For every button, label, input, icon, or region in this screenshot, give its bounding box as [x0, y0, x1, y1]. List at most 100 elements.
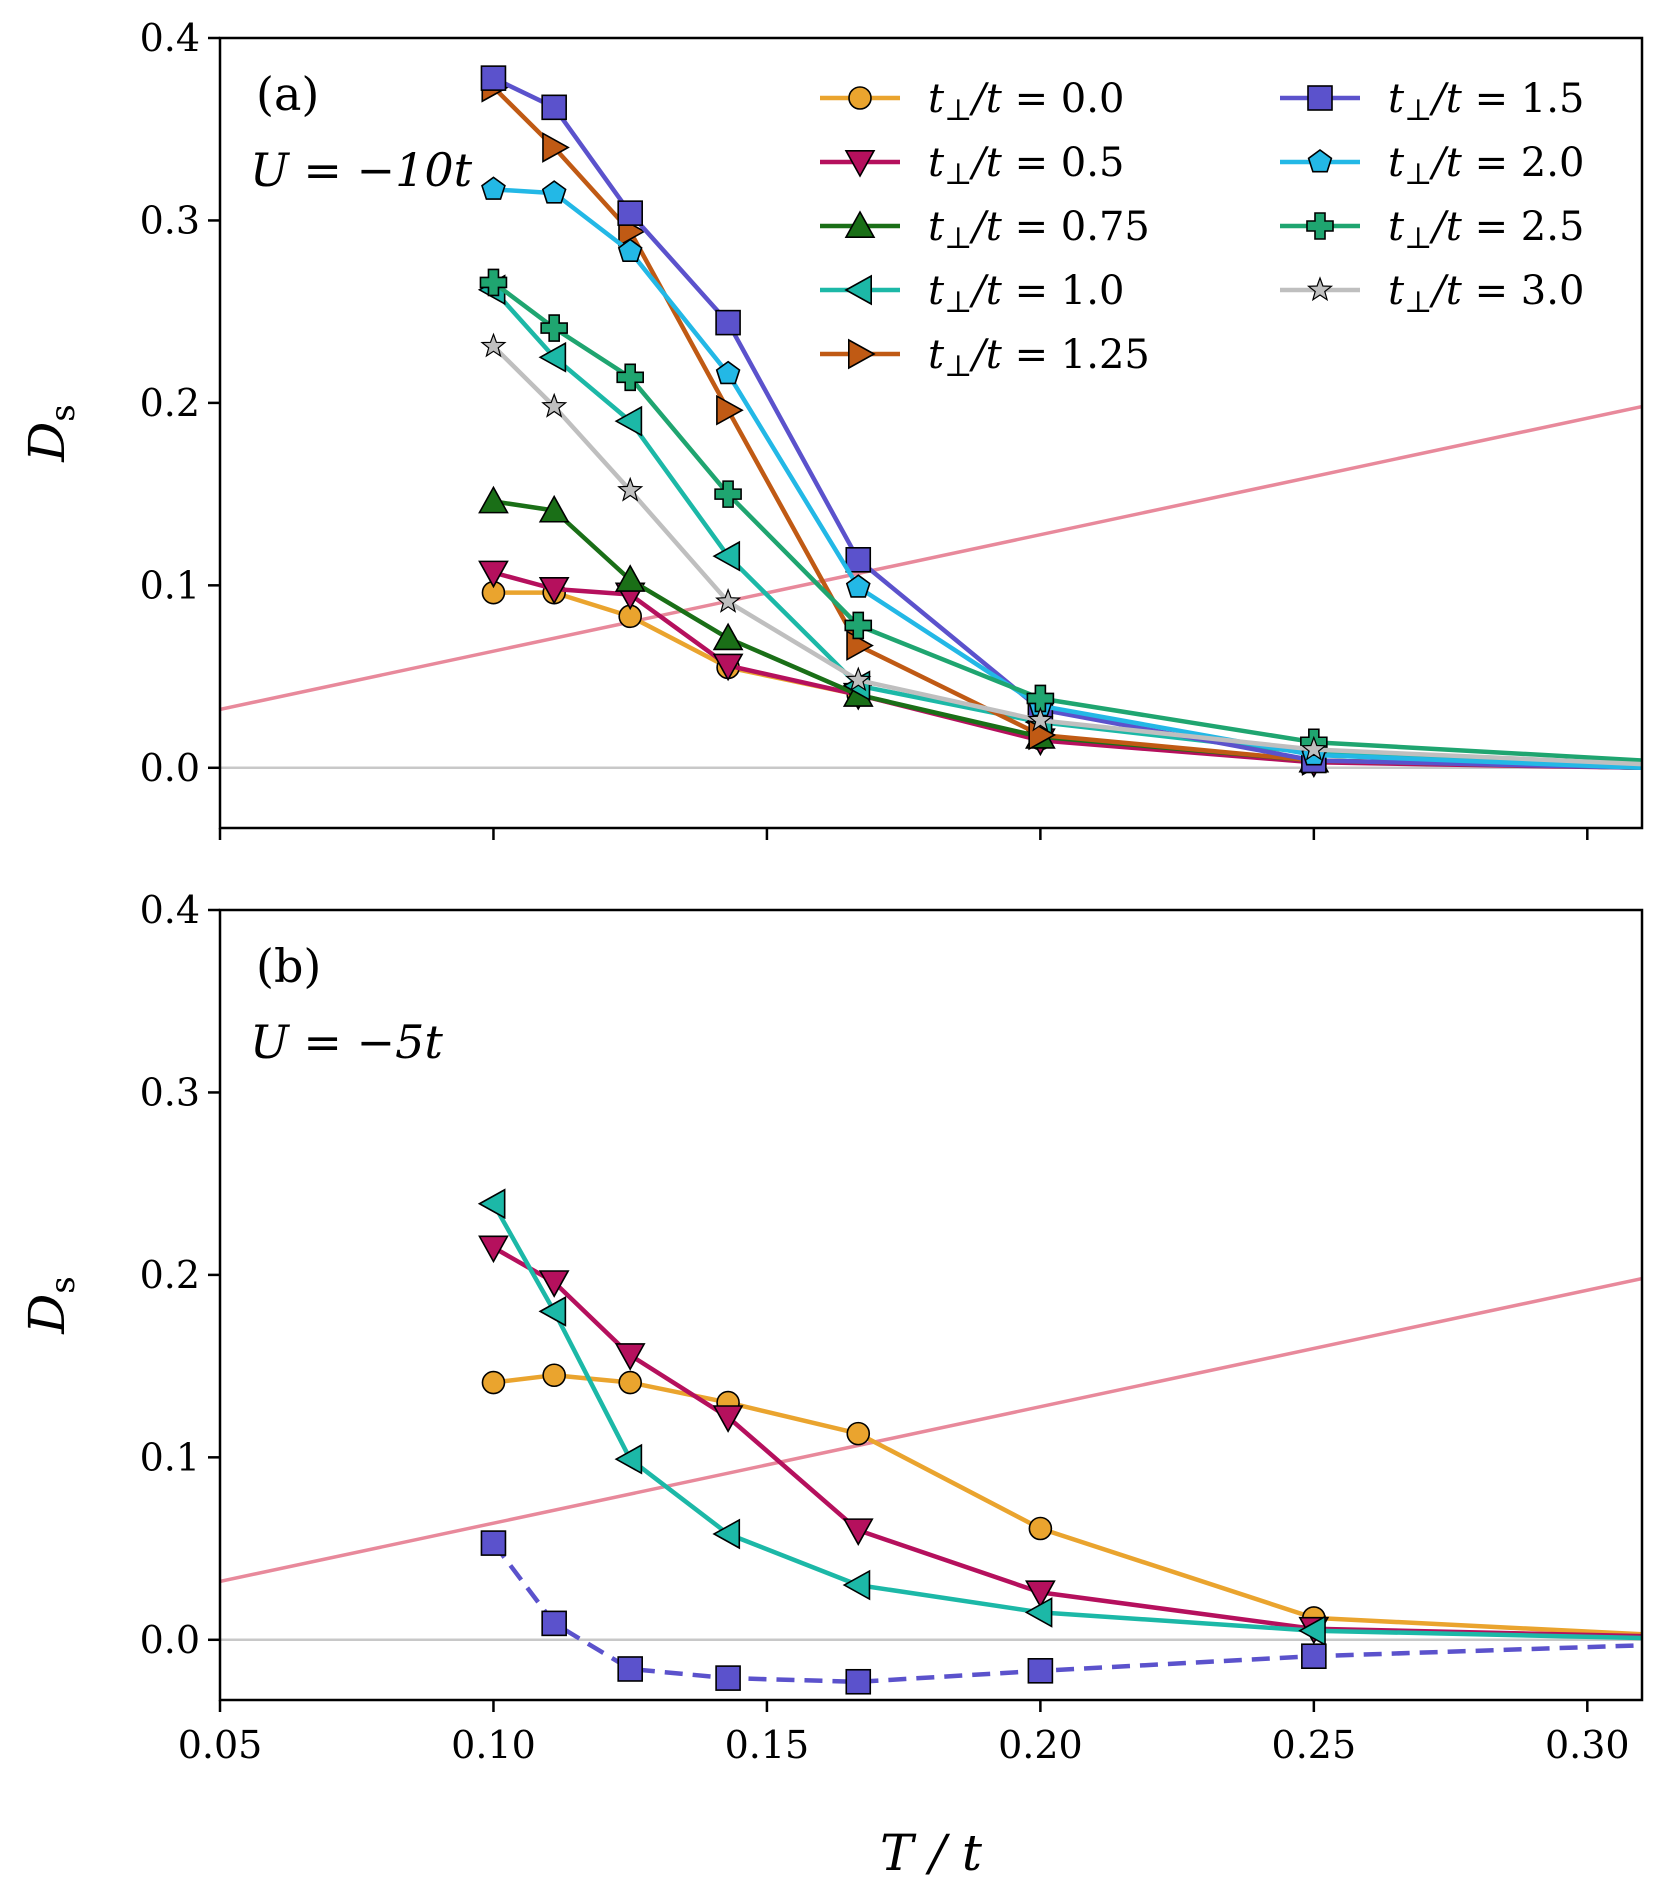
legend-marker	[844, 150, 876, 178]
series-line-0.0	[493, 1372, 1642, 1637]
x-tick-label: 0.15	[725, 1723, 810, 1767]
data-point	[1027, 706, 1054, 732]
legend-entry-1.0: t⊥/t = 1.0	[820, 268, 1124, 320]
x-axis-label: T / t	[880, 1824, 983, 1882]
data-point	[712, 1405, 744, 1433]
data-point	[714, 480, 742, 508]
data-point	[538, 1270, 570, 1298]
x-tick-label: 0.05	[178, 1723, 263, 1767]
y-tick-label: 0.1	[140, 1435, 200, 1479]
data-point	[481, 1370, 506, 1395]
series-0.5	[478, 1235, 1642, 1645]
data-point	[845, 666, 872, 692]
annotation-a: U = −10t	[250, 143, 473, 197]
data-point	[1300, 735, 1327, 761]
data-point	[1301, 1643, 1327, 1670]
y-axis-title: Ds	[18, 404, 83, 463]
y-tick-label: 0.2	[140, 381, 200, 425]
series-2.5	[479, 268, 1642, 763]
series-2.0	[481, 176, 1642, 771]
data-point	[480, 332, 507, 358]
series-1.5	[480, 65, 1642, 774]
series-line-2.5	[492, 280, 1642, 763]
legend-marker	[848, 86, 872, 110]
data-point	[478, 560, 509, 589]
data-point	[715, 309, 741, 336]
legend-label: t⊥/t = 3.0	[1388, 268, 1584, 320]
y-tick-label: 0.3	[140, 198, 200, 242]
data-point	[617, 1656, 643, 1682]
data-point	[614, 405, 643, 437]
data-point	[614, 1343, 646, 1371]
data-point	[1298, 1615, 1326, 1647]
y-axis-title: Ds	[18, 1276, 83, 1335]
legend-entry-0.0: t⊥/t = 0.0	[820, 76, 1124, 128]
data-point	[844, 611, 873, 640]
data-point	[480, 1530, 507, 1556]
data-point	[712, 1518, 741, 1550]
data-point	[1025, 1580, 1056, 1609]
plot-frame-a	[218, 36, 1644, 830]
x-tick-label: 0.25	[1272, 1723, 1357, 1767]
series-line-0.5	[492, 1245, 1642, 1639]
data-point	[540, 314, 568, 342]
legend-label: t⊥/t = 1.0	[928, 268, 1124, 320]
data-point	[715, 360, 741, 385]
data-point	[845, 574, 871, 598]
data-point	[618, 1370, 642, 1395]
series-line-1.5	[492, 76, 1642, 771]
data-point	[715, 588, 742, 613]
panel-a: 0.0 0.1 0.2 0.3 0.4 (a) U = −10t Ds t⊥/t = 0…	[18, 16, 1644, 840]
series-3.0	[480, 332, 1642, 767]
plot-frame-b	[218, 908, 1644, 1702]
legend-marker	[1306, 212, 1334, 240]
y-tick-label: 0.4	[140, 888, 200, 932]
panel-label-b: (b)	[256, 939, 321, 993]
data-point	[542, 1363, 566, 1388]
legend-marker	[1306, 276, 1334, 302]
data-point	[617, 476, 644, 502]
data-point	[614, 564, 646, 592]
series-line-1.25	[491, 85, 1642, 771]
data-point	[715, 1665, 741, 1691]
legend-marker	[847, 338, 876, 370]
y-tick-label: 0.3	[140, 1070, 200, 1114]
data-point	[1028, 1516, 1053, 1541]
legend-label: t⊥/t = 1.5	[1388, 76, 1584, 128]
data-point	[538, 494, 570, 523]
legend-label: t⊥/t = 2.5	[1388, 204, 1584, 256]
legend-entry-1.25: t⊥/t = 1.25	[820, 332, 1150, 384]
x-tick-label: 0.20	[998, 1723, 1083, 1767]
legend-entry-2.5: t⊥/t = 2.5	[1280, 204, 1584, 256]
data-point	[538, 1296, 567, 1327]
reference-line	[220, 404, 1642, 712]
panel-label-a: (a)	[256, 67, 319, 121]
legend-entry-3.0: t⊥/t = 3.0	[1280, 268, 1584, 320]
series-1.0	[477, 1188, 1642, 1647]
reference-line-b	[220, 1276, 1642, 1584]
data-point	[479, 268, 508, 297]
y-axis-label-a: Ds	[18, 404, 83, 463]
data-point	[712, 653, 744, 682]
data-point	[716, 394, 744, 426]
legend-marker	[1307, 85, 1333, 111]
data-point	[712, 622, 744, 651]
legend-label: t⊥/t = 1.25	[928, 332, 1150, 384]
y-tick-label: 0.4	[140, 16, 200, 60]
y-tick-label: 0.0	[140, 746, 200, 790]
data-point	[541, 392, 568, 418]
data-point	[541, 94, 567, 121]
legend-label: t⊥/t = 2.0	[1388, 140, 1584, 192]
legend-entry-2.0: t⊥/t = 2.0	[1280, 140, 1584, 192]
data-point	[541, 180, 567, 204]
legend-entry-0.5: t⊥/t = 0.5	[820, 140, 1124, 192]
data-point	[478, 485, 509, 514]
y-tick-label: 0.1	[140, 563, 200, 607]
legend: t⊥/t = 0.0 t⊥/t = 0.5 t⊥/t = 0.75 t⊥/t = 1.…	[820, 76, 1584, 384]
legend-label: t⊥/t = 0.5	[928, 140, 1124, 192]
legend-marker	[844, 274, 873, 306]
data-point	[481, 176, 506, 200]
legend-entry-0.75: t⊥/t = 0.75	[820, 204, 1150, 256]
x-tick-label: 0.10	[451, 1723, 536, 1767]
series-line-1.0	[491, 1202, 1642, 1641]
